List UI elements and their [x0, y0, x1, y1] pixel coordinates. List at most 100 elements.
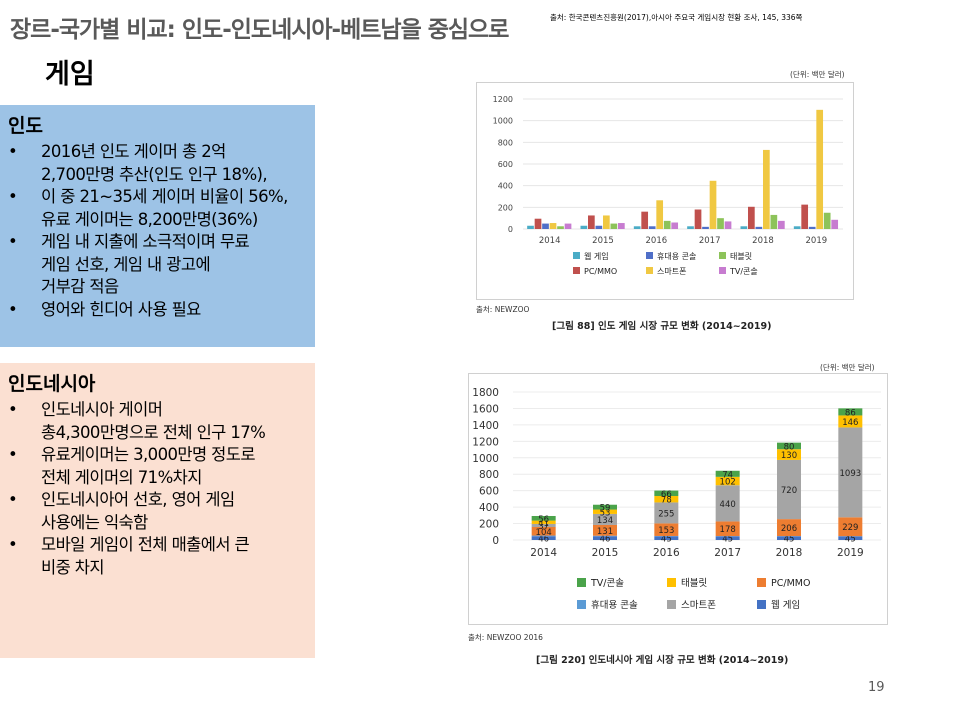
chart1-legend-swatch [646, 252, 653, 259]
chart1-bar [633, 226, 641, 229]
chart2-bar-segment [531, 527, 556, 536]
chart2-bar-segment [654, 490, 679, 497]
chart2-bar-segment [838, 415, 863, 428]
chart1-x-tick: 2016 [646, 236, 668, 246]
indonesia-bullet-item: • 유료게이머는 3,000만명 정도로 전체 게이머의 71%차지 [8, 444, 307, 489]
bullet-marker: • [8, 535, 18, 554]
chart1-bar [702, 226, 709, 229]
chart2-x-tick: 2017 [714, 547, 741, 559]
chart1-y-tick: 600 [498, 160, 513, 169]
bullet-marker: • [8, 232, 18, 251]
chart1-bar [648, 226, 656, 229]
chart1-y-tick: 1200 [493, 95, 513, 104]
chart2-bar-segment [777, 536, 801, 540]
chart1-bar [808, 226, 816, 229]
chart1-legend-swatch [646, 267, 653, 274]
indonesia-market-chart: 0200400600800100012001400160018004610437… [472, 387, 881, 611]
chart1-legend-label: TV/콘솔 [729, 267, 758, 276]
chart2-x-tick: 2016 [653, 547, 680, 559]
chart2-bar-segment [593, 536, 617, 540]
chart1-bar [527, 225, 534, 229]
chart1-y-tick: 0 [508, 225, 513, 234]
chart1-bar [724, 221, 732, 229]
india-panel: 인도 • 2016년 인도 게이머 총 2억 2,700만명 추산(인도 인구 18… [0, 105, 315, 347]
chart1-bar [564, 223, 572, 229]
chart2-bar-segment [531, 515, 556, 521]
chart2-y-tick: 1200 [472, 436, 499, 448]
chart2-bar-segment [838, 427, 863, 518]
chart2-y-tick: 200 [479, 519, 499, 531]
chart1-y-tick: 800 [498, 138, 513, 147]
chart2-bar-segment [715, 485, 740, 522]
india-bullet-line: 2016년 인도 게이머 총 2억 [41, 142, 226, 161]
chart1-bar [549, 223, 557, 229]
chart2-legend-swatch [757, 578, 766, 587]
chart2-data-label: 78 [661, 496, 672, 506]
bullet-marker: • [8, 299, 18, 319]
india-bullet-line: 이 중 21~35세 게이머 비율이 56%, [41, 187, 288, 206]
chart2-data-label: 86 [845, 408, 856, 418]
indonesia-bullet-line: 총4,300만명으로 전체 인구 17% [41, 422, 266, 442]
chart2-data-label: 45 [845, 535, 856, 545]
chart1-legend-label: 휴대용 콘솔 [657, 252, 696, 261]
chart1-unit-note: (단위: 백만 달러) [790, 70, 845, 79]
chart2-bar-segment [715, 470, 740, 477]
chart1-bar [595, 225, 603, 229]
chart2-bar-segment [654, 496, 679, 503]
chart1-x-tick: 2015 [592, 236, 614, 246]
chart2-bar-segment [838, 517, 863, 537]
indonesia-bullet-line: 사용에는 익숙함 [41, 512, 148, 532]
india-bullet-line: 게임 내 지출에 소극적이며 무료 [41, 232, 250, 251]
chart2-legend-swatch [667, 600, 676, 609]
chart1-bar [618, 223, 625, 229]
india-bullet-line: 유료 게이머는 8,200만명(36%) [41, 209, 258, 229]
chart2-data-label: 45 [661, 535, 672, 545]
chart2-bar-segment [777, 519, 801, 537]
chart1-bar [709, 180, 717, 229]
chart1-bar [557, 226, 564, 229]
chart2-bar-segment [593, 513, 617, 525]
chart2-x-tick: 2018 [776, 547, 803, 559]
chart1-bar [740, 226, 748, 229]
chart1-x-tick: 2014 [539, 236, 561, 246]
chart2-x-tick: 2014 [530, 547, 557, 559]
chart2-legend-label: 스마트폰 [681, 600, 716, 611]
chart2-data-label: 37 [538, 522, 549, 532]
chart1-bar [770, 214, 778, 229]
chart2-bar-segment [777, 449, 801, 460]
chart1-legend-label: 스마트폰 [657, 267, 686, 276]
india-heading: 인도 [8, 115, 43, 137]
chart2-data-label: 80 [784, 442, 795, 452]
chart1-bar [687, 226, 694, 229]
chart2-y-tick: 1000 [472, 453, 499, 465]
slide-subtitle: 게임 [45, 59, 95, 90]
indonesia-chart-frame: 0 200 400 600 800 1000 1200 1400 1600 1800 46 104 37… [468, 373, 888, 625]
bullet-marker: • [8, 490, 18, 509]
chart2-data-label: 45 [784, 535, 795, 545]
chart2-bar-segment [593, 504, 617, 510]
chart2-bar-segment [777, 459, 801, 520]
chart1-bar [831, 219, 839, 229]
chart1-bar [580, 225, 588, 229]
chart1-source: 출처: NEWZOO [476, 305, 530, 314]
chart1-bar [663, 220, 671, 229]
indonesia-bullet-line: 인도네시아 게이머 [41, 400, 163, 419]
chart1-legend-swatch [719, 267, 726, 274]
chart1-caption: [그림 88] 인도 게임 시장 규모 변화 (2014~2019) [552, 321, 772, 332]
chart2-data-label: 206 [781, 524, 797, 534]
chart1-bar [542, 223, 549, 229]
chart2-data-label: 45 [722, 535, 733, 545]
chart2-bar-segment [654, 523, 679, 536]
india-bullet-line: 거부감 적음 [41, 277, 119, 296]
india-bullet-line: 게임 선호, 게임 내 광고에 [41, 254, 211, 274]
india-bullet-item: • 이 중 21~35세 게이머 비율이 56%, 유료 게이머는 8,200만명(… [8, 186, 307, 231]
chart1-bar [694, 209, 702, 229]
chart1-x-tick: 2017 [699, 236, 721, 246]
india-chart-frame: 0 200 400 600 800 1000 1200 2014 2015 2016 2017 201… [476, 82, 854, 300]
chart1-legend-label: 태블릿 [730, 251, 752, 261]
chart1-legend-swatch [573, 252, 580, 259]
chart2-data-label: 56 [538, 515, 549, 525]
chart1-bar [755, 226, 763, 229]
chart2-bar-segment [715, 521, 740, 537]
